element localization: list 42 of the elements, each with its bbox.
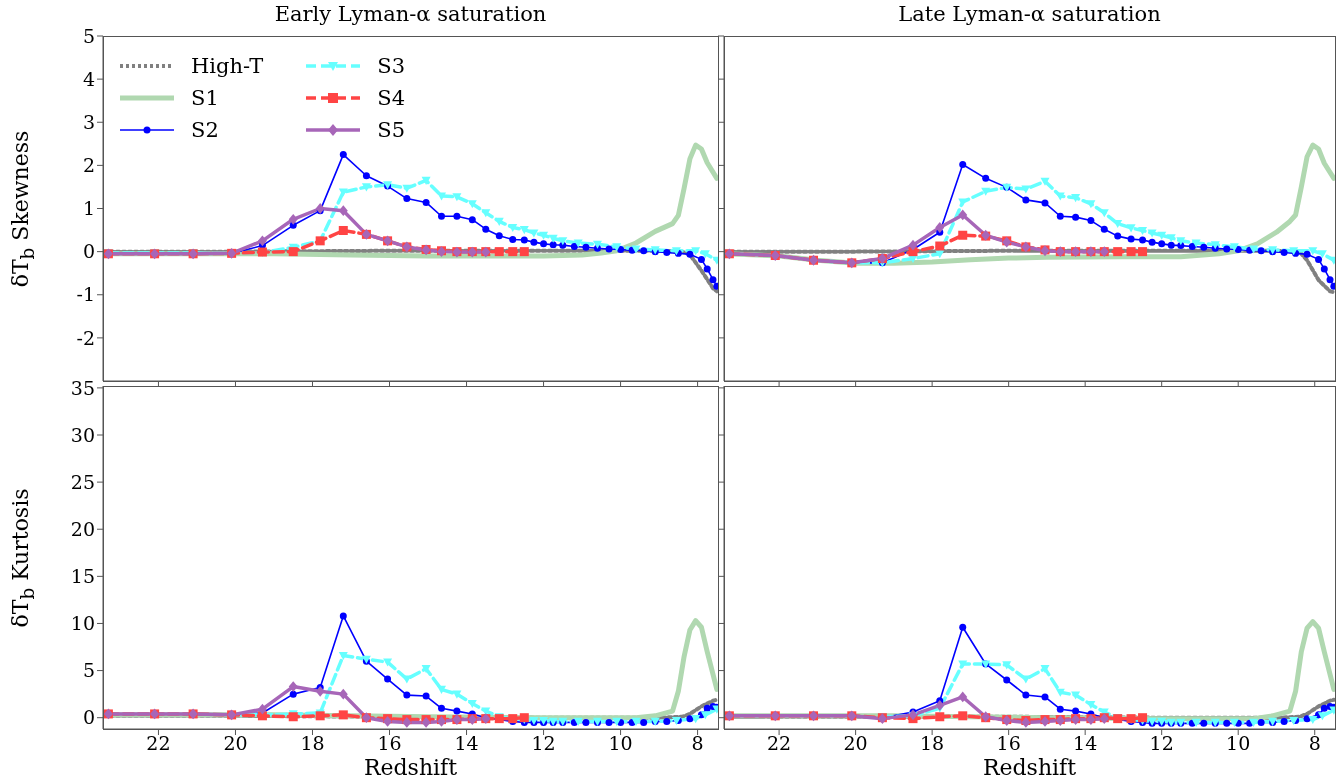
y-tick-label: 3 xyxy=(82,111,95,133)
y-tick-label: 0 xyxy=(82,706,95,729)
x-tick-label: 22 xyxy=(767,732,792,755)
x-tick-label: 22 xyxy=(146,732,171,755)
x-tick-label: 18 xyxy=(300,732,325,755)
legend-label: S3 xyxy=(377,54,406,78)
x-tick-label: 12 xyxy=(531,732,556,755)
y-tick-label: 1 xyxy=(82,197,95,220)
y-tick-label: 10 xyxy=(70,612,95,635)
y-tick-label: 5 xyxy=(82,24,95,47)
legend-label: S2 xyxy=(191,118,219,142)
y-tick-label: 35 xyxy=(70,376,95,399)
y-tick-label: 2 xyxy=(82,154,95,177)
y-tick-label: 30 xyxy=(70,423,95,446)
y-tick-label: -2 xyxy=(76,326,95,349)
legend-label: S5 xyxy=(377,118,406,142)
y-tick-label: 20 xyxy=(70,517,95,540)
x-tick-label: 10 xyxy=(1226,732,1251,755)
legend-label: S4 xyxy=(377,86,406,110)
x-tick-label: 12 xyxy=(1149,732,1174,755)
x-tick-label: 8 xyxy=(1308,732,1321,755)
chart-title: Late Lyman-α saturation xyxy=(897,2,1162,26)
x-tick-label: 16 xyxy=(377,732,402,755)
x-tick-label: 8 xyxy=(691,732,704,755)
y-tick-label: 25 xyxy=(70,470,95,493)
x-tick-label: 10 xyxy=(608,732,633,755)
chart-title: Early Lyman-α saturation xyxy=(273,2,548,26)
x-tick-label: 14 xyxy=(1073,732,1098,755)
legend-label: High-T xyxy=(191,54,264,78)
y-tick-label: 15 xyxy=(70,565,95,588)
x-tick-label: 20 xyxy=(223,732,248,755)
y-tick-label: 0 xyxy=(82,240,95,263)
x-axis-title: Redshift xyxy=(362,755,459,778)
x-tick-label: 16 xyxy=(996,732,1021,755)
x-tick-label: 20 xyxy=(843,732,868,755)
legend-label: S1 xyxy=(191,86,219,110)
x-tick-label: 14 xyxy=(454,732,479,755)
y-tick-label: -1 xyxy=(76,283,95,306)
x-axis-title: Redshift xyxy=(981,755,1078,778)
y-tick-label: 4 xyxy=(82,67,95,90)
y-tick-label: 5 xyxy=(82,659,95,682)
x-tick-label: 18 xyxy=(920,732,945,755)
